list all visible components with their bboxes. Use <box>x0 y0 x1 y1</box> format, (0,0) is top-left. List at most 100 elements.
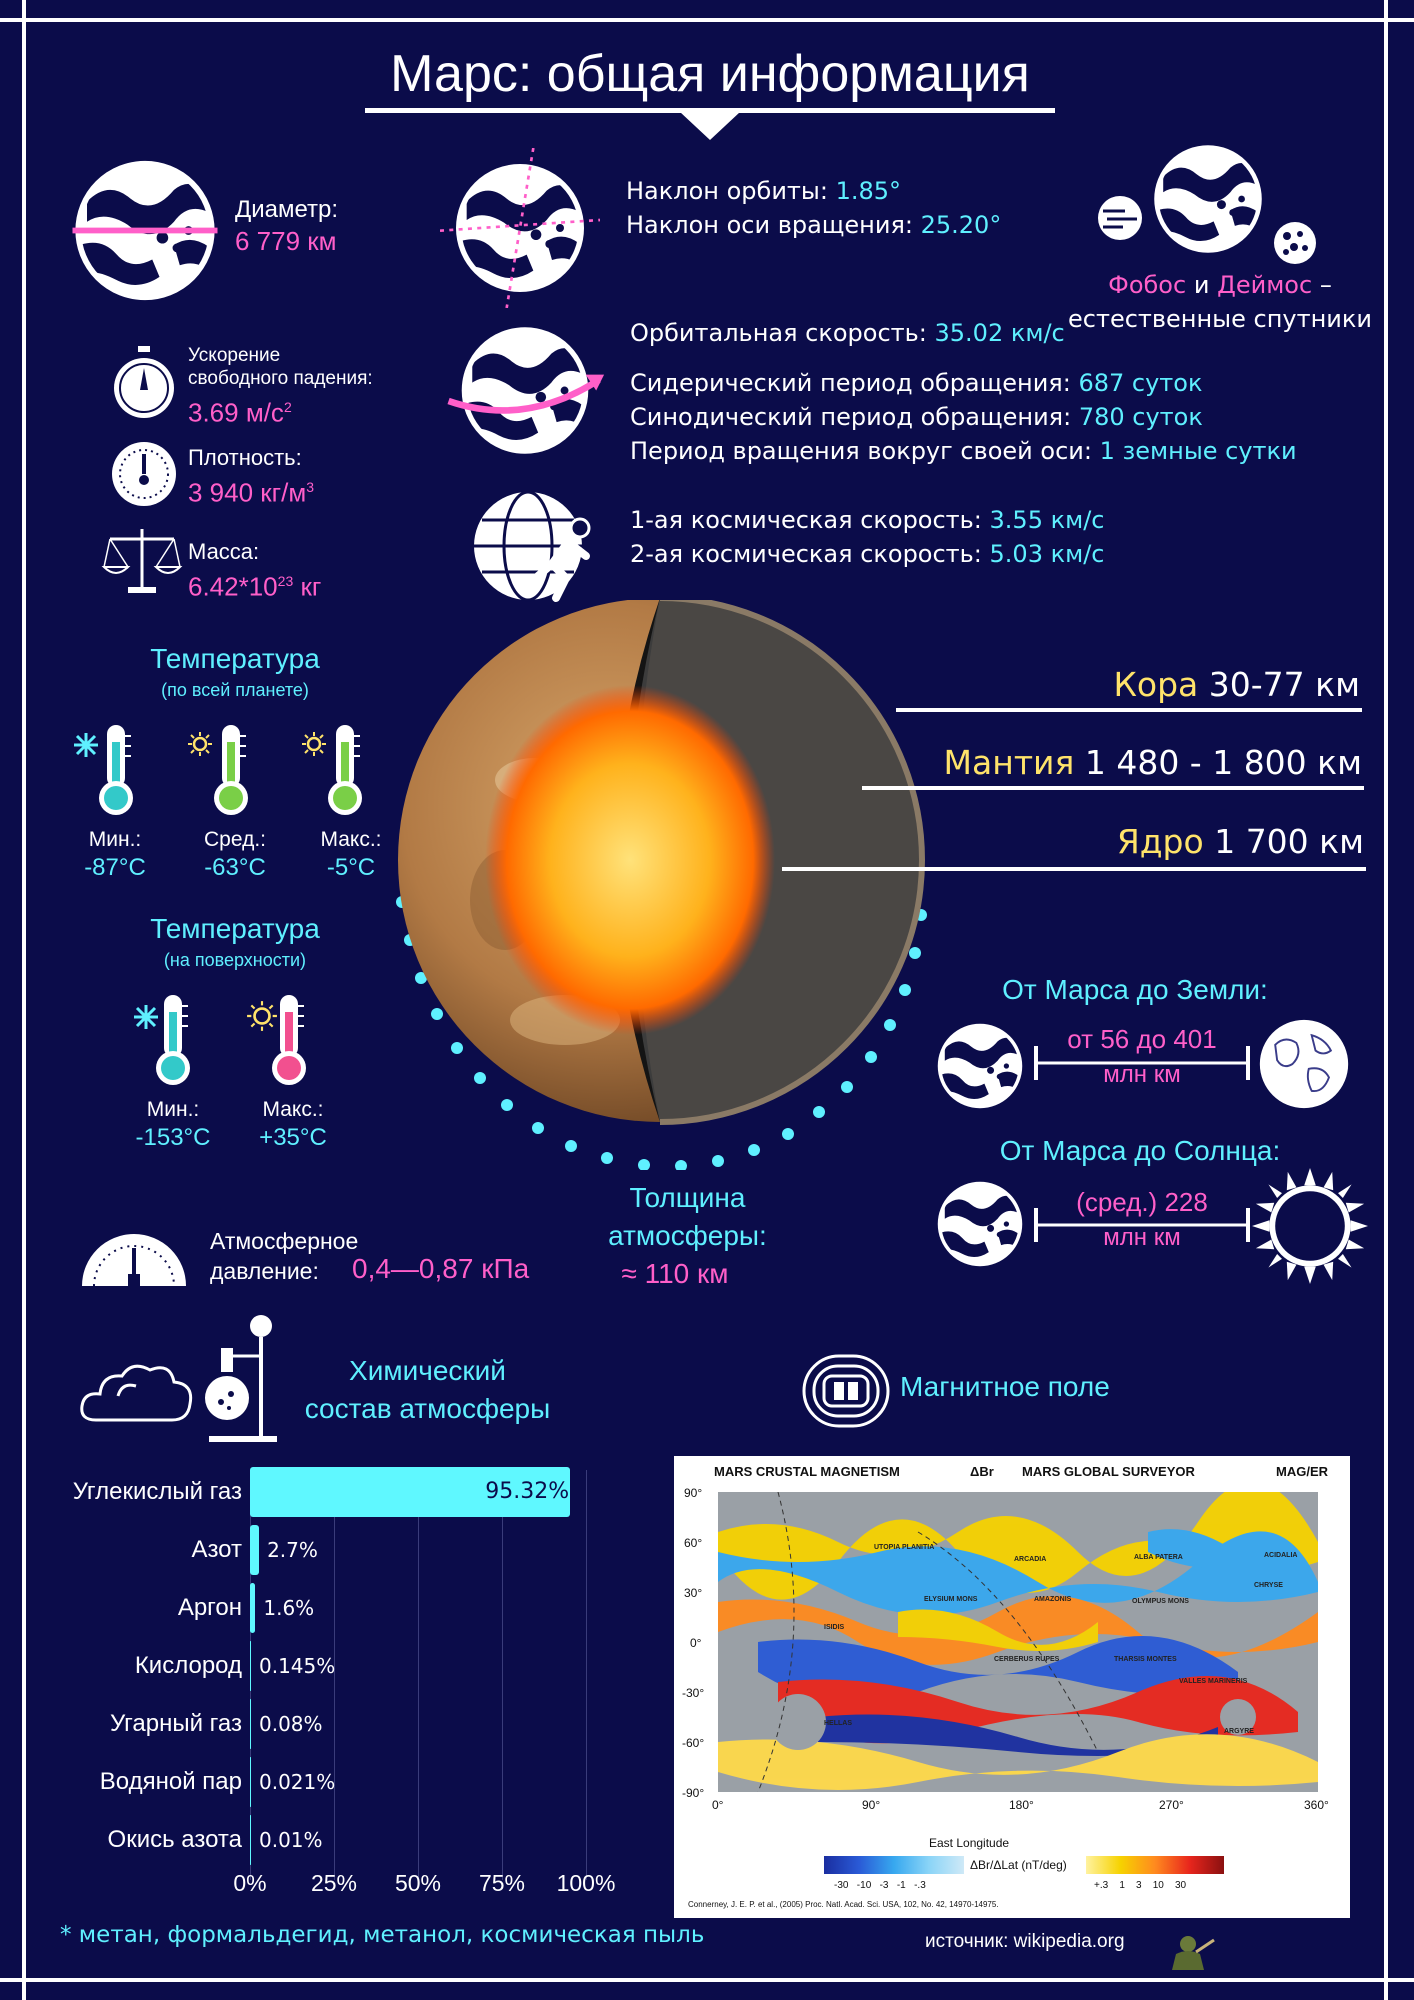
magnetic-title: Магнитное поле <box>900 1371 1110 1402</box>
map-region-label: ARGYRE <box>1224 1728 1254 1735</box>
temp-surface-title: Температура <box>150 913 320 944</box>
mars-diameter-icon <box>72 158 218 303</box>
mars-tilt-icon <box>440 148 600 308</box>
map-ytick-90: 90° <box>684 1486 703 1500</box>
map-xtick-270: 270° <box>1159 1798 1184 1812</box>
crust-value: 30-77 км <box>1208 665 1360 704</box>
orbital-speed-value: 35.02 км/с <box>934 319 1065 347</box>
deimos-icon <box>1274 222 1316 264</box>
mars-sun-icon <box>936 1180 1024 1268</box>
bar-value-label: 0.01% <box>259 1828 323 1852</box>
grid-line-100 <box>586 1470 587 1880</box>
mass-value-unit: кг <box>300 571 322 602</box>
bar-label: Кислород <box>134 1652 242 1679</box>
mars-moons-icon <box>1152 143 1264 255</box>
map-title-right: MARS GLOBAL SURVEYOR <box>1022 1464 1195 1479</box>
sun-cloud-icon-2 <box>302 732 326 756</box>
map-title-far: MAG/ER <box>1276 1464 1328 1479</box>
cosmic2-row: 2-ая космическая скорость: 5.03 км/с <box>630 537 1104 571</box>
diameter-value: 6 779 км <box>235 226 337 256</box>
core-value: 1 700 км <box>1214 822 1364 861</box>
pressure-label-2: давление: <box>210 1258 319 1284</box>
thermometer-surface-min-icon <box>156 995 190 1085</box>
x-tick-label: 0% <box>233 1870 267 1896</box>
barometer-icon <box>82 1234 186 1287</box>
x-tick-label: 100% <box>556 1870 616 1896</box>
atm-thickness-line1: Толщина <box>629 1182 746 1213</box>
bar <box>250 1583 256 1633</box>
sun-distance-line2: млн км <box>1103 1224 1181 1251</box>
sidereal-label: Сидерический период обращения: <box>630 369 1071 397</box>
snowflake-icon-2 <box>134 1005 158 1029</box>
cosmic1-value: 3.55 км/с <box>989 506 1105 534</box>
grid-line-75 <box>502 1470 503 1880</box>
scales-icon <box>101 529 183 593</box>
legend-neg-3: -1 <box>896 1880 906 1891</box>
stopwatch-icon <box>114 346 174 418</box>
pressure-value: 0,4—0,87 кПа <box>352 1253 530 1284</box>
core-line <box>782 867 1366 871</box>
cloud-icon <box>80 1364 193 1422</box>
bar <box>250 1757 251 1807</box>
gravity-value-sup: 2 <box>283 399 292 415</box>
bar <box>250 1699 251 1749</box>
orbit-tilt-row: Наклон орбиты: 1.85° <box>626 174 901 208</box>
synodic-label: Синодический период обращения: <box>630 403 1072 431</box>
map-region-label: CERBERUS RUPES <box>994 1656 1060 1663</box>
mars-orbit-icon <box>447 318 605 463</box>
earth-distance-line2: млн км <box>1103 1061 1181 1088</box>
thermometer-surface-max-icon <box>272 995 306 1085</box>
map-region-label: CHRYSE <box>1254 1582 1283 1589</box>
earth-distance-title: От Марса до Земли: <box>1002 974 1268 1005</box>
frame-left-line <box>22 0 26 2000</box>
bar <box>250 1467 571 1517</box>
crust-line <box>896 708 1362 712</box>
sun-distance-connector <box>1034 1208 1250 1242</box>
cosmic2-label: 2-ая космическая скорость: <box>630 540 982 568</box>
orbit-tilt-value: 1.85° <box>835 177 902 205</box>
moons-line1: Фобос и Деймос – <box>1090 268 1350 302</box>
temp-global-avg-value: -63°C <box>204 854 266 881</box>
legend-pos-1: 1 <box>1119 1880 1125 1891</box>
axis-tilt-label: Наклон оси вращения: <box>626 211 913 239</box>
mantle-row: Мантия 1 480 - 1 800 км <box>944 743 1362 783</box>
bar-value-label: 0.021% <box>259 1770 336 1794</box>
synodic-row: Синодический период обращения: 780 суток <box>630 400 1203 434</box>
bar-value-label: 1.6% <box>263 1596 315 1620</box>
phobos-name: Фобос <box>1108 271 1187 299</box>
moons-line2: естественные спутники <box>1068 305 1372 333</box>
map-region-label: OLYMPUS MONS <box>1132 1598 1189 1605</box>
frame-right-line <box>1384 0 1388 2000</box>
page-title: Марс: общая информация <box>390 45 1030 103</box>
temp-global-title: Температура <box>150 643 320 674</box>
map-ytick-m60: -60° <box>682 1736 705 1750</box>
sidereal-value: 687 суток <box>1078 369 1203 397</box>
orbit-tilt-label: Наклон орбиты: <box>626 177 828 205</box>
bar-value-label: 0.145% <box>259 1654 336 1678</box>
map-region-label: VALLES MARINERIS <box>1179 1678 1248 1685</box>
mantle-name: Мантия <box>943 743 1075 782</box>
map-ytick-m90: -90° <box>682 1786 705 1800</box>
temp-global-min-value: -87°C <box>84 854 146 881</box>
orbital-speed-label: Орбитальная скорость: <box>630 319 927 347</box>
map-legend-pos: +.3 1 3 10 30 <box>1094 1880 1186 1891</box>
rotation-value: 1 земные сутки <box>1099 437 1297 465</box>
gravity-value-text: 3.69 м/с <box>188 397 284 428</box>
mars-earth-icon <box>936 1022 1024 1110</box>
phobos-icon <box>1098 196 1142 240</box>
temp-global-avg-label: Сред.: <box>204 828 266 851</box>
grid-line-25 <box>334 1470 335 1880</box>
rotation-label: Период вращения вокруг своей оси: <box>630 437 1092 465</box>
bar-label: Углекислый газ <box>72 1478 242 1505</box>
x-tick-label: 50% <box>394 1870 442 1896</box>
orbital-speed-row: Орбитальная скорость: 35.02 км/с <box>630 316 1065 350</box>
map-title-mid: ΔBr <box>970 1464 994 1479</box>
bar-label: Окись азота <box>107 1826 242 1853</box>
diameter-label: Диаметр: <box>235 196 339 223</box>
map-region-label: ACIDALIA <box>1264 1552 1298 1559</box>
map-region-label: AMAZONIS <box>1034 1596 1072 1603</box>
temp-surface-min-label: Мин.: <box>146 1098 200 1121</box>
thermometer-avg-icon <box>214 725 248 815</box>
atm-thickness-value: ≈ 110 км <box>621 1258 729 1289</box>
map-xlabel: East Longitude <box>929 1836 1010 1850</box>
